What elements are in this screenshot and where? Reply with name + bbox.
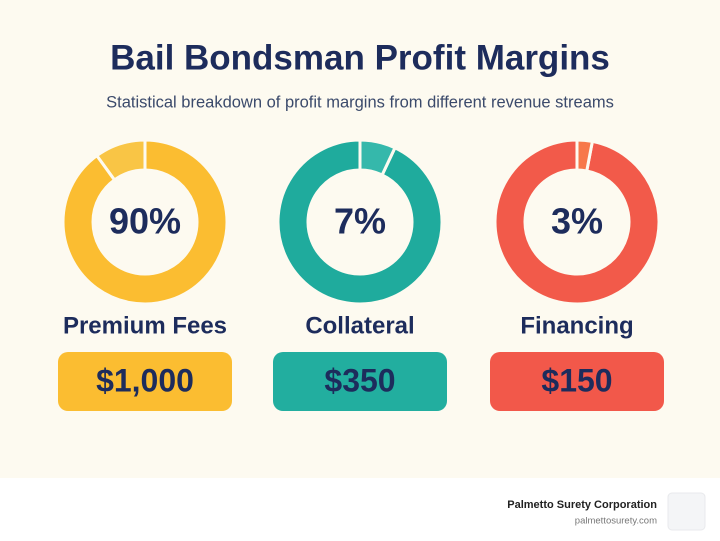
stream-label: Financing — [520, 312, 633, 339]
percent-label: 3% — [551, 201, 603, 242]
donut-remainder — [276, 138, 444, 306]
title: Bail Bondsman Profit Margins — [110, 38, 610, 77]
stream-label: Collateral — [305, 312, 414, 339]
logo — [667, 492, 706, 531]
donut-value-arc — [358, 138, 397, 177]
stream-label: Premium Fees — [63, 312, 227, 339]
amount-box — [58, 352, 232, 411]
donut-value-arc — [61, 138, 229, 306]
percent-label: 7% — [334, 201, 386, 242]
donut-value-arc — [575, 138, 595, 173]
amount-value: $150 — [541, 362, 612, 398]
donut-remainder — [493, 138, 661, 306]
amount-value: $350 — [324, 362, 395, 398]
subtitle: Statistical breakdown of profit margins … — [106, 93, 614, 111]
company-name: Palmetto Surety Corporation — [507, 499, 657, 511]
amount-value: $1,000 — [96, 362, 194, 398]
percent-label: 90% — [109, 201, 181, 242]
amount-box — [273, 352, 447, 411]
amount-box — [490, 352, 664, 411]
items: 90% Premium Fees $1,000 7% Collateral $350 3% F… — [58, 138, 664, 411]
company-website: palmettosurety.com — [575, 516, 657, 527]
